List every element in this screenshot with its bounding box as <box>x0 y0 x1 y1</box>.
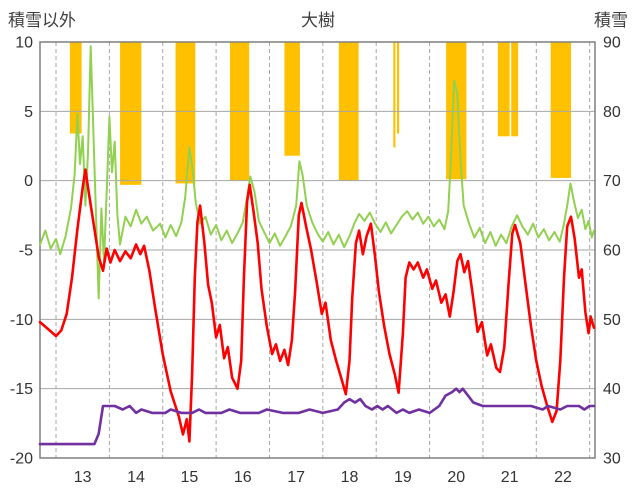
sunshine-bar <box>446 42 467 180</box>
left-axis-title: 積雪以外 <box>8 11 76 30</box>
sunshine-bar <box>397 42 400 134</box>
sunshine-bar <box>393 42 396 148</box>
sunshine-bar <box>550 42 571 178</box>
plot-border <box>39 41 596 459</box>
x-axis-tick-label: 21 <box>501 469 519 486</box>
x-axis-tick-label: 15 <box>181 469 199 486</box>
right-axis-tick-label: 50 <box>603 312 621 329</box>
left-axis-tick-label: 0 <box>24 173 33 190</box>
right-axis-tick-label: 90 <box>603 35 621 52</box>
left-axis-tick-label: -15 <box>10 381 33 398</box>
x-axis-tick-label: 17 <box>287 469 305 486</box>
left-axis-tick-label: -5 <box>19 243 33 260</box>
right-axis-tick-label: 60 <box>603 243 621 260</box>
x-axis-tick-label: 16 <box>234 469 252 486</box>
x-axis-tick-label: 22 <box>554 469 572 486</box>
right-axis-tick-label: 30 <box>603 451 621 468</box>
x-axis-tick-label: 13 <box>74 469 92 486</box>
left-axis-tick-label: -10 <box>10 312 33 329</box>
temperature-series-line <box>38 168 596 443</box>
x-axis-tick-label: 18 <box>341 469 359 486</box>
left-axis-tick-label: 5 <box>24 104 33 121</box>
green-series-line <box>39 45 595 300</box>
sunshine-bar <box>284 42 300 156</box>
x-axis-tick-label: 14 <box>127 469 145 486</box>
right-axis-tick-label: 80 <box>603 104 621 121</box>
right-axis-tick-label: 70 <box>603 173 621 190</box>
right-axis-title: 積雪 <box>594 11 628 30</box>
x-axis-tick-label: 20 <box>447 469 465 486</box>
left-axis-tick-label: -20 <box>10 451 33 468</box>
sunshine-bar <box>69 42 82 134</box>
snow-depth-series-line <box>38 387 596 446</box>
chart-title: 大樹 <box>301 11 335 30</box>
x-axis-tick-label: 19 <box>394 469 412 486</box>
right-axis-tick-label: 40 <box>603 381 621 398</box>
sunshine-bar <box>120 42 142 185</box>
sunshine-bar <box>497 42 510 137</box>
left-axis-tick-label: 10 <box>15 35 33 52</box>
sunshine-bar <box>511 42 519 137</box>
